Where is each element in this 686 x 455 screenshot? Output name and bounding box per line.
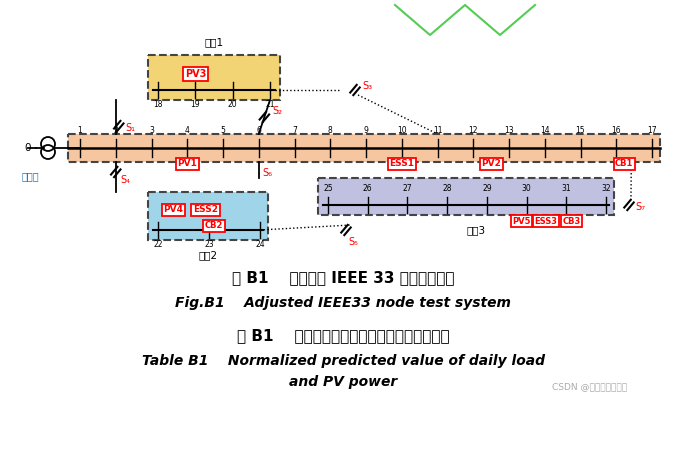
Text: CSDN @电网论文源程序: CSDN @电网论文源程序 — [552, 382, 628, 391]
Text: PV4: PV4 — [163, 206, 183, 214]
Text: S₃: S₃ — [362, 81, 372, 91]
Text: 22: 22 — [153, 240, 163, 249]
FancyBboxPatch shape — [148, 192, 268, 240]
Text: 16: 16 — [611, 126, 621, 135]
Text: 6: 6 — [257, 126, 261, 135]
Text: S₁: S₁ — [126, 123, 136, 133]
Text: 29: 29 — [482, 184, 492, 193]
Text: 21: 21 — [265, 100, 275, 109]
Text: 19: 19 — [191, 100, 200, 109]
Text: PV1: PV1 — [177, 160, 197, 168]
Text: PV3: PV3 — [185, 69, 206, 79]
Text: CB1: CB1 — [615, 160, 633, 168]
Text: 20: 20 — [228, 100, 237, 109]
Text: ESS3: ESS3 — [534, 217, 557, 226]
Text: 10: 10 — [397, 126, 407, 135]
Text: 31: 31 — [561, 184, 571, 193]
FancyBboxPatch shape — [148, 55, 280, 100]
Text: 分支1: 分支1 — [204, 37, 224, 47]
Text: 主干线: 主干线 — [21, 171, 39, 181]
Text: 13: 13 — [504, 126, 514, 135]
Text: ESS2: ESS2 — [193, 206, 218, 214]
Text: 26: 26 — [363, 184, 372, 193]
Text: 32: 32 — [601, 184, 611, 193]
Text: Fig.B1    Adjusted IEEE33 node test system: Fig.B1 Adjusted IEEE33 node test system — [175, 296, 511, 310]
Text: 12: 12 — [469, 126, 478, 135]
Text: 30: 30 — [521, 184, 532, 193]
Text: CB2: CB2 — [205, 222, 223, 231]
Text: 0: 0 — [25, 143, 32, 153]
Text: 1: 1 — [78, 126, 82, 135]
FancyBboxPatch shape — [318, 178, 614, 215]
Text: 9: 9 — [364, 126, 368, 135]
Text: 18: 18 — [153, 100, 163, 109]
Text: 分支3: 分支3 — [466, 225, 486, 235]
Text: CB3: CB3 — [563, 217, 580, 226]
Text: 28: 28 — [442, 184, 452, 193]
Text: 23: 23 — [204, 240, 214, 249]
Text: S₇: S₇ — [635, 202, 645, 212]
Text: 15: 15 — [576, 126, 585, 135]
Text: 24: 24 — [255, 240, 265, 249]
Text: 17: 17 — [647, 126, 657, 135]
Text: 7: 7 — [292, 126, 297, 135]
Text: PV2: PV2 — [481, 160, 501, 168]
Text: PV5: PV5 — [512, 217, 531, 226]
Text: and PV power: and PV power — [289, 375, 397, 389]
Text: S₄: S₄ — [121, 175, 131, 185]
Text: 25: 25 — [323, 184, 333, 193]
Text: 4: 4 — [185, 126, 190, 135]
Text: S₅: S₅ — [348, 237, 358, 247]
Text: ESS1: ESS1 — [389, 160, 414, 168]
Text: 5: 5 — [221, 126, 226, 135]
Text: 3: 3 — [149, 126, 154, 135]
Text: 11: 11 — [433, 126, 442, 135]
FancyBboxPatch shape — [68, 134, 660, 162]
Text: 14: 14 — [540, 126, 549, 135]
Text: 分支2: 分支2 — [198, 250, 217, 260]
Text: 8: 8 — [328, 126, 333, 135]
Text: 表 B1    归一化日负荷及光伏出力功率预测数据: 表 B1 归一化日负荷及光伏出力功率预测数据 — [237, 328, 449, 343]
Text: 27: 27 — [403, 184, 412, 193]
Text: 2: 2 — [113, 126, 118, 135]
Text: S₂: S₂ — [272, 106, 283, 116]
Text: Table B1    Normalized predicted value of daily load: Table B1 Normalized predicted value of d… — [141, 354, 545, 368]
Text: 图 B1    调整后的 IEEE 33 节点测试系统: 图 B1 调整后的 IEEE 33 节点测试系统 — [232, 270, 454, 285]
Text: S₆: S₆ — [263, 168, 273, 178]
